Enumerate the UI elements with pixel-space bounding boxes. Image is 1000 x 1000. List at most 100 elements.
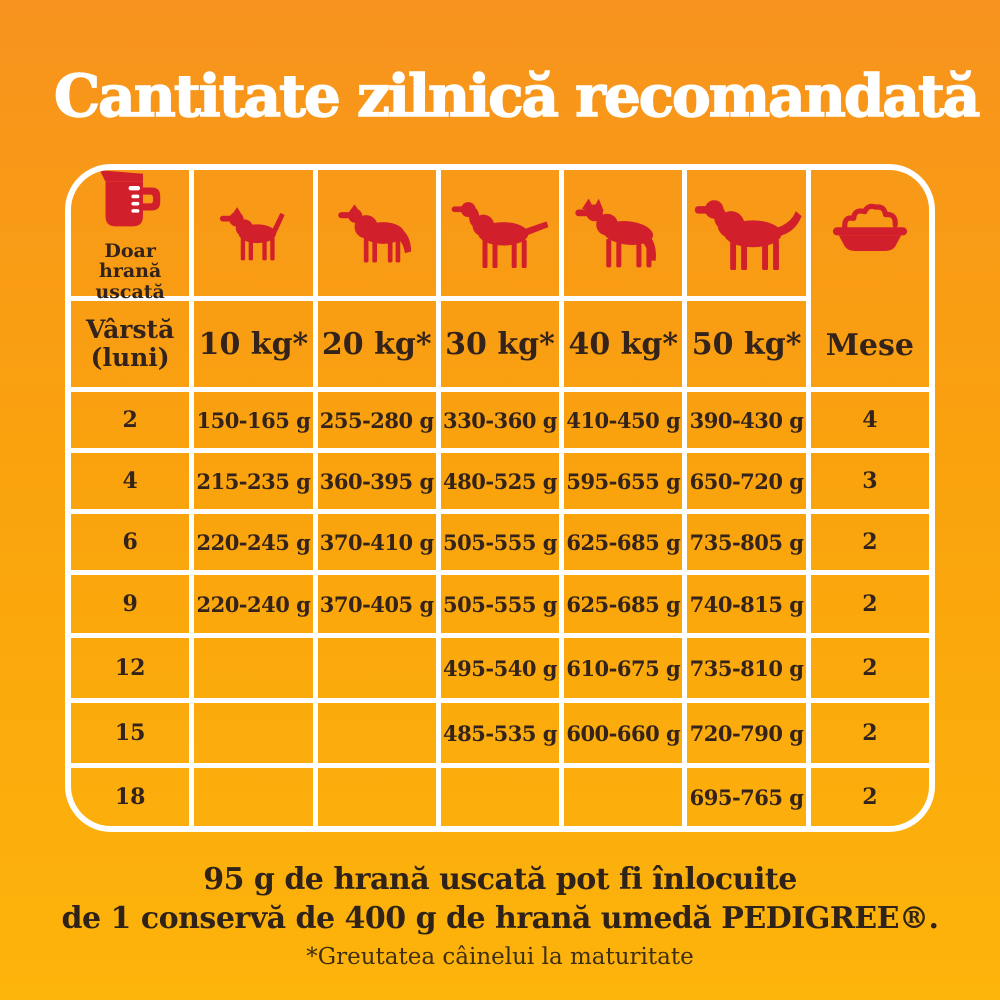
table-row-cell: 2 [71, 392, 190, 448]
measuring-cup-icon [94, 170, 166, 234]
age-header-cell: Vârstă (luni) [71, 301, 190, 387]
weight-header-cell: 10 kg* [194, 301, 313, 387]
table-row-cell: 6 [71, 514, 190, 570]
amount-value: 735-810 g [689, 655, 804, 681]
amount-value: 625-685 g [566, 529, 681, 555]
table-row-cell: 15 [71, 703, 190, 763]
amount-value: 740-815 g [689, 591, 804, 617]
table-row-cell: 220-245 g [194, 514, 313, 570]
dog-small-icon [217, 204, 289, 262]
table-row-cell: 2 [810, 638, 929, 698]
table-row-cell: 595-655 g [564, 453, 683, 509]
table-row-cell: 360-395 g [317, 453, 436, 509]
amount-value: 220-245 g [196, 529, 311, 555]
table-row-cell [194, 703, 313, 763]
table-row-cell [194, 768, 313, 826]
table-row-cell: 220-240 g [194, 575, 313, 633]
table-row-cell [194, 638, 313, 698]
table-row-cell: 720-790 g [687, 703, 806, 763]
dog-20kg-cell [317, 170, 436, 296]
amount-value: 735-805 g [689, 529, 804, 555]
table-row-cell: 505-555 g [440, 575, 560, 633]
dog-10kg-cell [194, 170, 313, 296]
table-row-cell [564, 768, 683, 826]
amount-value: 610-675 g [566, 655, 681, 681]
table-row-cell: 255-280 g [317, 392, 436, 448]
table-row-cell [317, 703, 436, 763]
table-row-cell: 3 [810, 453, 929, 509]
weight-header-cell: 50 kg* [687, 301, 806, 387]
table-row-cell: 2 [810, 768, 929, 826]
amount-value: 485-535 g [443, 720, 557, 746]
feeding-table-grid: Doar hrană uscată [71, 170, 929, 826]
table-row-cell: 390-430 g [687, 392, 806, 448]
table-row-cell: 650-720 g [687, 453, 806, 509]
amount-value: 720-790 g [689, 720, 804, 746]
age-value: 6 [122, 529, 138, 555]
weight-20-label: 20 kg* [321, 326, 432, 362]
dog-shepherd-icon [572, 197, 674, 269]
table-row-cell: 480-525 g [440, 453, 560, 509]
dog-40kg-cell [564, 170, 683, 296]
table-row-cell [317, 638, 436, 698]
table-row-cell: 610-675 g [564, 638, 683, 698]
amount-value: 495-540 g [443, 655, 557, 681]
table-row-cell: 600-660 g [564, 703, 683, 763]
table-row-cell: 735-810 g [687, 638, 806, 698]
age-value: 4 [122, 468, 138, 494]
amount-value: 255-280 g [319, 407, 434, 433]
weight-header-cell: 20 kg* [317, 301, 436, 387]
amount-value: 410-450 g [566, 407, 681, 433]
table-row-cell: 4 [810, 392, 929, 448]
table-row-cell: 4 [71, 453, 190, 509]
amount-value: 330-360 g [443, 407, 557, 433]
weight-50-label: 50 kg* [691, 326, 802, 362]
footer-asterisk-note: *Greutatea câinelui la maturitate [306, 944, 694, 970]
amount-value: 600-660 g [566, 720, 681, 746]
amount-value: 370-410 g [319, 529, 434, 555]
dog-setter-icon [450, 198, 550, 268]
table-row-cell: 495-540 g [440, 638, 560, 698]
amount-value: 625-685 g [566, 591, 681, 617]
amount-value: 505-555 g [443, 529, 557, 555]
dry-food-cell: Doar hrană uscată [71, 170, 190, 302]
amount-value: 390-430 g [689, 407, 804, 433]
table-row-cell [317, 768, 436, 826]
table-row-cell: 505-555 g [440, 514, 560, 570]
age-value: 12 [114, 655, 146, 681]
age-value: 9 [122, 591, 138, 617]
amount-value: 220-240 g [196, 591, 311, 617]
weight-header-cell: 40 kg* [564, 301, 683, 387]
table-row-cell: 9 [71, 575, 190, 633]
table-row-cell: 215-235 g [194, 453, 313, 509]
meals-header-label: Mese [825, 328, 914, 363]
meals-value: 2 [862, 720, 878, 746]
table-row-cell: 2 [810, 514, 929, 570]
footer-notes: 95 g de hrană uscată pot fi înlocuite de… [0, 860, 1000, 970]
table-row-cell: 2 [810, 575, 929, 633]
amount-value: 695-765 g [689, 784, 804, 810]
table-row-cell: 18 [71, 768, 190, 826]
table-row-cell: 410-450 g [564, 392, 683, 448]
age-header-label: Vârstă (luni) [85, 315, 175, 372]
dog-collie-icon [335, 202, 419, 264]
table-row-cell: 625-685 g [564, 514, 683, 570]
dog-retriever-icon [691, 196, 803, 270]
meals-value: 2 [862, 655, 878, 681]
weight-header-cell: 30 kg* [440, 301, 560, 387]
table-row-cell [440, 768, 560, 826]
amount-value: 595-655 g [566, 468, 681, 494]
table-row-cell: 12 [71, 638, 190, 698]
table-row-cell: 625-685 g [564, 575, 683, 633]
meals-value: 2 [862, 784, 878, 810]
amount-value: 480-525 g [443, 468, 557, 494]
meals-value: 2 [862, 591, 878, 617]
age-value: 15 [114, 720, 146, 746]
meals-column-header: Mese [810, 170, 929, 387]
table-row-cell: 740-815 g [687, 575, 806, 633]
footer-line2: de 1 conservă de 400 g de hrană umedă PE… [61, 901, 939, 936]
table-row-cell: 485-535 g [440, 703, 560, 763]
amount-value: 505-555 g [443, 591, 557, 617]
amount-value: 370-405 g [319, 591, 434, 617]
table-row-cell: 695-765 g [687, 768, 806, 826]
